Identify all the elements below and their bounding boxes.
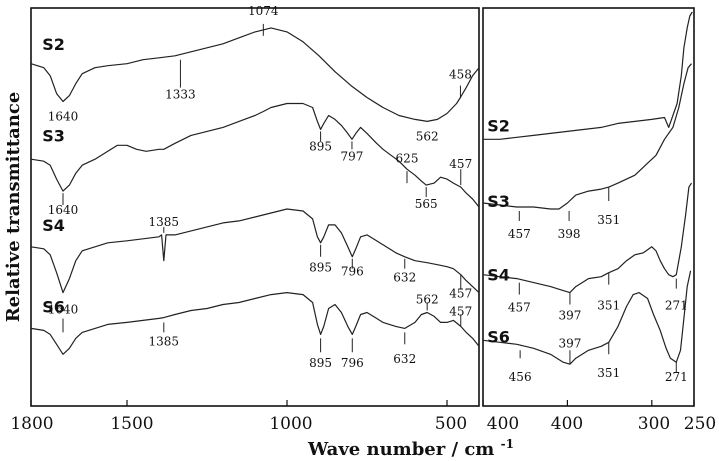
left-annotation-label-1: 1333 xyxy=(165,88,196,102)
right-sample-label-s6: S6 xyxy=(487,327,510,346)
right-annotation-label-6: 271 xyxy=(665,299,688,313)
right-annotation-label-7: 456 xyxy=(509,370,532,384)
left-sample-label-s6: S6 xyxy=(42,297,65,316)
right-annotation-label-1: 398 xyxy=(558,227,581,241)
left-annotation-label-2: 1074 xyxy=(248,4,279,18)
left-annotation-label-5: 1640 xyxy=(48,203,79,217)
left-annotation-label-16: 1640 xyxy=(48,302,79,316)
left-annotation-label-15: 457 xyxy=(449,287,472,301)
left-series-s4 xyxy=(30,208,480,294)
left-annotation-label-3: 562 xyxy=(416,129,439,143)
right-annotation-label-4: 397 xyxy=(558,308,581,322)
right-series-s4 xyxy=(482,182,693,294)
left-annotation-label-17: 1385 xyxy=(149,334,180,348)
left-annotation-label-21: 796 xyxy=(341,356,364,370)
left-annotation-label-12: 895 xyxy=(309,261,332,275)
x-tick-label-3: 500 xyxy=(435,414,467,434)
x-tick-label-4: 400 xyxy=(487,414,519,434)
right-annotation-label-10: 271 xyxy=(665,370,688,384)
left-series-s3 xyxy=(30,102,480,208)
left-annotation-label-10: 457 xyxy=(449,157,472,171)
x-tick-labels: 1800 1500 1000 500 400 400 300 250 xyxy=(10,414,716,434)
x-axis-label: Wave number / cm -1 xyxy=(307,437,514,460)
x-tick-label-1: 1500 xyxy=(110,414,153,434)
left-annotation-label-14: 632 xyxy=(393,271,416,285)
left-annotation-label-6: 895 xyxy=(309,139,332,153)
left-annotation-label-20: 895 xyxy=(309,356,332,370)
right-series-s3 xyxy=(482,63,692,210)
x-tick-label-0: 1800 xyxy=(10,414,53,434)
right-panel-frame xyxy=(482,7,695,407)
left-series-s2 xyxy=(30,27,480,122)
right-series-s6 xyxy=(482,270,692,365)
x-axis-label-main: Wave number / cm xyxy=(307,439,494,460)
left-annotation-label-7: 797 xyxy=(341,149,364,163)
right-annotation-label-8: 397 xyxy=(558,336,581,350)
left-sample-label-s3: S3 xyxy=(42,126,65,145)
left-annotation-label-22: 632 xyxy=(393,352,416,366)
left-annotation-label-4: 458 xyxy=(449,68,472,82)
right-sample-label-s4: S4 xyxy=(487,266,510,285)
left-sample-label-s4: S4 xyxy=(42,216,65,235)
x-tick-label-6: 300 xyxy=(638,414,670,434)
x-axis-label-group: Wave number / cm -1 xyxy=(307,437,514,460)
right-sample-label-s2: S2 xyxy=(487,116,510,135)
left-annotation-label-13: 796 xyxy=(341,265,364,279)
y-axis-label: Relative transmittance xyxy=(3,92,24,323)
x-tick-label-2: 1000 xyxy=(269,414,312,434)
left-annotation-label-9: 565 xyxy=(415,197,438,211)
left-annotation-label-19: 457 xyxy=(449,304,472,318)
x-axis-label-superscript: -1 xyxy=(501,437,514,451)
left-series-s6 xyxy=(30,292,480,355)
right-series-s2 xyxy=(483,11,693,140)
right-annotation-label-2: 351 xyxy=(597,213,620,227)
left-annotation-label-18: 562 xyxy=(416,293,439,307)
left-annotation-label-8: 625 xyxy=(396,151,419,165)
right-annotation-label-0: 457 xyxy=(508,227,531,241)
left-annotation-label-0: 1640 xyxy=(48,109,79,123)
left-sample-label-s2: S2 xyxy=(42,35,65,54)
right-panel: S2 S3 S4 S6 457 398 351 457 397 351 271 456 397 351 27… xyxy=(482,7,695,407)
right-annotation-label-3: 457 xyxy=(508,301,531,315)
x-tick-label-7: 250 xyxy=(684,414,716,434)
right-annotation-label-9: 351 xyxy=(597,366,620,380)
right-annotation-label-5: 351 xyxy=(597,299,620,313)
right-sample-label-s3: S3 xyxy=(487,192,510,211)
x-tick-label-5: 400 xyxy=(551,414,583,434)
left-annotation-label-11: 1385 xyxy=(149,215,180,229)
y-axis-label-group: Relative transmittance xyxy=(3,92,24,323)
